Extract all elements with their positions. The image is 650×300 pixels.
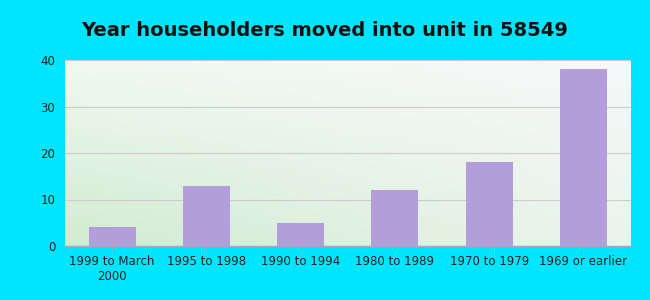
Bar bbox=[183, 185, 230, 246]
Bar bbox=[88, 227, 136, 246]
Bar bbox=[277, 223, 324, 246]
Text: Year householders moved into unit in 58549: Year householders moved into unit in 585… bbox=[81, 21, 569, 40]
Bar bbox=[560, 69, 607, 246]
Bar bbox=[371, 190, 419, 246]
Bar bbox=[465, 162, 513, 246]
